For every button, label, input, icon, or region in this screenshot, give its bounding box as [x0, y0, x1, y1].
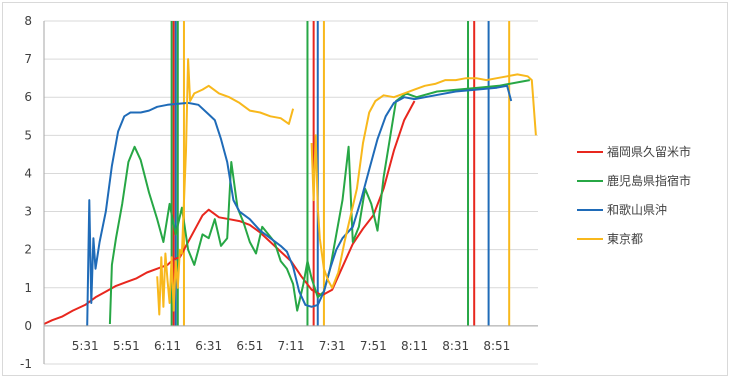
- series-lines: [43, 58, 537, 326]
- y-tick-label: 7: [24, 52, 32, 66]
- y-tick-label: 0: [24, 319, 32, 333]
- y-tick-label: 1: [24, 281, 32, 295]
- x-tick-label: 7:31: [319, 339, 346, 353]
- legend-label: 福岡県久留米市: [607, 144, 691, 159]
- x-axis-ticks: 5:31 5:51 6:11 6:31 6:51 7:11 7:31 7:51 8:11 8:31…: [72, 339, 511, 353]
- series-line: [86, 84, 513, 326]
- x-tick-label: 8:51: [483, 339, 510, 353]
- series-line: [310, 73, 537, 289]
- x-tick-label: 7:51: [360, 339, 387, 353]
- legend-label: 東京都: [607, 232, 643, 246]
- x-tick-label: 8:31: [442, 339, 469, 353]
- legend-label: 和歌山県沖: [607, 202, 667, 217]
- y-tick-label: -1: [20, 357, 32, 371]
- y-tick-label: 2: [24, 243, 32, 257]
- gridlines: [44, 20, 538, 365]
- y-tick-label: 3: [24, 205, 32, 219]
- series-line: [43, 100, 416, 325]
- x-tick-label: 6:51: [236, 339, 263, 353]
- y-tick-label: 6: [24, 90, 32, 104]
- y-tick-label: 4: [24, 166, 32, 180]
- x-tick-label: 8:11: [401, 339, 428, 353]
- x-tick-label: 6:31: [195, 339, 222, 353]
- series-line: [108, 79, 530, 325]
- series-line: [156, 58, 295, 316]
- x-tick-label: 7:11: [278, 339, 305, 353]
- y-axis-ticks: -1 0 1 2 3 4 5 6 7 8: [20, 14, 32, 371]
- y-tick-label: 5: [24, 128, 32, 142]
- legend-label: 鹿児島県指宿市: [607, 173, 691, 188]
- y-tick-label: 8: [24, 14, 32, 28]
- x-tick-label: 6:11: [154, 339, 181, 353]
- x-tick-label: 5:51: [113, 339, 140, 353]
- x-tick-label: 5:31: [72, 339, 99, 353]
